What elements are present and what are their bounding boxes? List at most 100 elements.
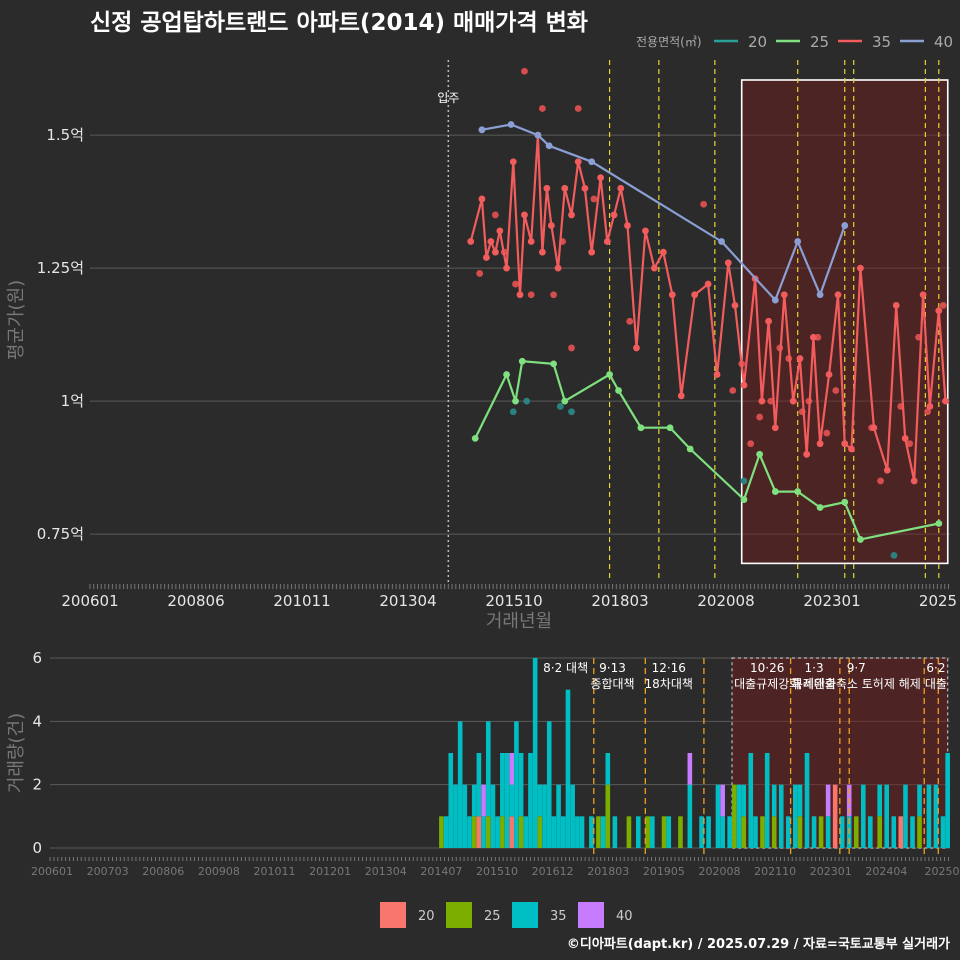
series-point-25 xyxy=(666,424,674,432)
policy-annotation: 12·16 xyxy=(652,661,686,675)
volume-bar-35 xyxy=(748,753,754,848)
volume-bar-35 xyxy=(612,816,618,848)
scatter-point xyxy=(590,195,598,203)
volume-bar-35 xyxy=(600,816,606,848)
volume-y-tick: 6 xyxy=(32,649,42,667)
series-point-35 xyxy=(841,440,849,448)
volume-x-tick: 202404 xyxy=(865,865,907,878)
series-point-35 xyxy=(588,248,596,256)
volume-bar-35 xyxy=(471,784,477,817)
volume-bar-25 xyxy=(518,816,524,848)
price-panel: 0.75억 1억 1.25억 1.5억 200601 200806 201011 201304… xyxy=(37,60,957,610)
series-point-35 xyxy=(704,280,712,288)
volume-x-tick: 202110 xyxy=(754,865,796,878)
scatter-point xyxy=(491,211,499,219)
volume-bar-35 xyxy=(736,784,742,848)
volume-bar-25 xyxy=(500,816,505,848)
volume-bar-25 xyxy=(439,816,444,848)
series-point-35 xyxy=(483,254,490,261)
legend-label: 25 xyxy=(810,33,829,51)
series-point-35 xyxy=(771,424,779,432)
scatter-point xyxy=(568,344,575,352)
volume-bar-35 xyxy=(462,784,468,848)
series-point-25 xyxy=(615,387,622,394)
volume-bar-25 xyxy=(818,816,824,848)
chart-title: 신정 공업탑하트랜드 아파트(2014) 매매가격 변화 xyxy=(90,10,588,36)
series-point-25 xyxy=(637,424,645,432)
series-point-35 xyxy=(919,291,927,299)
series-point-25 xyxy=(503,371,510,378)
scatter-point xyxy=(924,408,932,416)
volume-bar-35 xyxy=(570,784,575,848)
volume-bar-35 xyxy=(518,753,524,817)
volume-bar-20 xyxy=(898,816,904,848)
volume-bar-35 xyxy=(793,784,798,848)
volume-x-tick: 200908 xyxy=(198,865,240,878)
series-point-20 xyxy=(740,477,748,485)
series-point-35 xyxy=(713,371,721,378)
volume-bar-35 xyxy=(635,816,641,848)
volume-bar-40 xyxy=(720,784,725,817)
series-point-35 xyxy=(487,238,495,245)
volume-bar-35 xyxy=(551,816,557,848)
policy-annotation: 특례대출축소 토허제 해제 xyxy=(792,677,921,691)
series-point-35 xyxy=(796,355,804,362)
policy-annotation: 대출 xyxy=(925,677,947,691)
volume-bar-35 xyxy=(877,784,882,817)
legend-label: 35 xyxy=(872,33,891,51)
volume-x-tick: 201612 xyxy=(532,865,574,878)
volume-bar-25 xyxy=(471,816,477,848)
series-point-35 xyxy=(926,403,934,410)
volume-x-tick: 200601 xyxy=(31,865,73,878)
scatter-point xyxy=(521,67,528,75)
volume-bar-25 xyxy=(760,816,765,848)
volume-bar-35 xyxy=(575,816,580,848)
volume-bar-25 xyxy=(485,816,491,848)
legend-title: 전용면적(㎡) xyxy=(636,35,702,49)
series-point-20 xyxy=(568,408,575,416)
volume-bar-25 xyxy=(917,816,922,848)
price-legend: 전용면적(㎡) 20 25 35 40 xyxy=(636,33,953,51)
volume-bar-35 xyxy=(910,816,915,848)
scatter-point xyxy=(877,477,884,485)
policy-annotation: 6·2 xyxy=(926,661,945,675)
volume-bar-35 xyxy=(778,784,784,848)
series-point-35 xyxy=(901,434,909,442)
y-tick-label: 0.75억 xyxy=(37,525,84,543)
volume-bar-40 xyxy=(481,784,486,817)
series-point-35 xyxy=(478,195,486,203)
series-point-35 xyxy=(668,291,676,299)
volume-bar-35 xyxy=(860,784,866,848)
scatter-point xyxy=(574,105,582,112)
series-point-35 xyxy=(503,264,510,272)
volume-bar-35 xyxy=(556,784,561,848)
series-point-35 xyxy=(942,397,949,405)
series-point-35 xyxy=(610,211,618,219)
move-in-label: 입주 xyxy=(437,91,459,105)
scatter-point xyxy=(756,413,764,421)
volume-bar-35 xyxy=(546,721,552,848)
policy-annotation: 대출규제강화 xyxy=(734,677,800,691)
policy-annotation: 1·3 xyxy=(805,661,824,675)
volume-x-tick: 201510 xyxy=(476,865,518,878)
volume-bar-35 xyxy=(687,784,693,848)
series-point-35 xyxy=(538,248,546,256)
volume-legend-swatch-25 xyxy=(446,902,472,928)
volume-x-tick: 201304 xyxy=(365,865,407,878)
series-point-35 xyxy=(516,291,524,299)
series-point-35 xyxy=(857,264,864,272)
volume-bar-25 xyxy=(678,816,683,848)
series-point-25 xyxy=(794,488,802,495)
volume-bar-35 xyxy=(605,753,611,785)
scatter-point xyxy=(512,280,519,288)
volume-bar-35 xyxy=(804,753,810,848)
volume-bar-20 xyxy=(509,816,515,848)
volume-bar-35 xyxy=(495,816,500,848)
series-point-35 xyxy=(816,440,824,448)
volume-bar-35 xyxy=(490,784,496,848)
series-point-40 xyxy=(841,222,849,229)
volume-bar-35 xyxy=(453,784,458,848)
series-point-35 xyxy=(467,238,475,245)
series-point-25 xyxy=(512,397,519,405)
